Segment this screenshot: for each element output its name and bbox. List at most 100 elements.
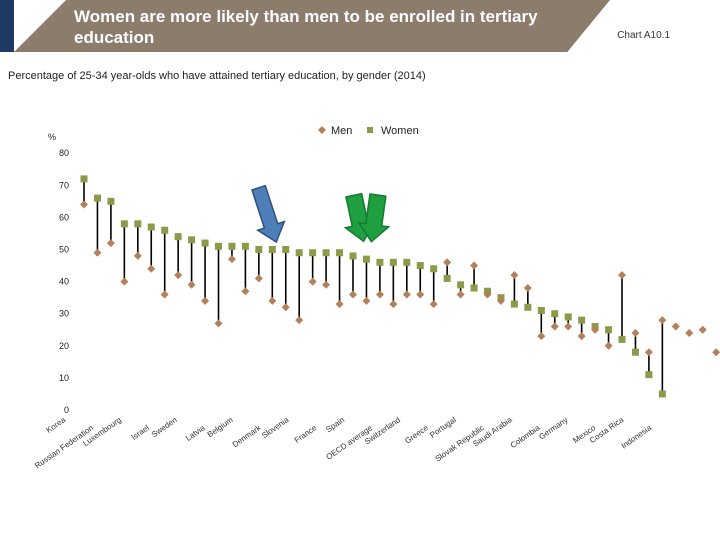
men-point — [241, 287, 250, 296]
women-point — [174, 233, 182, 241]
women-point — [551, 310, 559, 318]
men-point — [523, 284, 532, 293]
men-point — [591, 325, 600, 334]
men-point — [295, 316, 304, 325]
gap-lines — [83, 178, 664, 394]
x-tick-label: Germany — [537, 415, 569, 441]
women-point — [309, 249, 317, 257]
women-point — [605, 326, 613, 334]
men-point — [335, 300, 344, 309]
men-point — [456, 290, 465, 299]
men-point — [375, 290, 384, 299]
women-point — [457, 281, 465, 289]
x-tick-label: Latvia — [184, 423, 207, 443]
legend-men-label: Men — [331, 125, 352, 137]
chart: % Men Women 0 10 20 30 40 50 60 70 80 KoreaRussi… — [33, 125, 720, 470]
men-series — [80, 200, 720, 357]
y-axis: 0 10 20 30 40 50 60 70 80 — [59, 148, 69, 415]
women-point — [120, 220, 128, 228]
men-point — [349, 290, 357, 299]
x-tick-label: Spain — [324, 415, 346, 434]
women-point — [416, 262, 424, 270]
men-point — [187, 280, 196, 289]
men-point — [443, 258, 452, 267]
men-point — [322, 280, 331, 289]
women-point — [658, 390, 666, 398]
women-point — [578, 316, 586, 324]
women-point — [215, 242, 222, 250]
men-point — [685, 328, 694, 337]
y-tick-label: 10 — [59, 373, 69, 383]
y-tick-label: 30 — [59, 309, 69, 319]
y-tick-label: 40 — [59, 277, 69, 287]
men-point — [227, 255, 236, 264]
men-point — [147, 264, 156, 273]
women-point — [510, 300, 518, 308]
x-tick-label: France — [293, 423, 319, 445]
men-point — [604, 341, 613, 350]
legend-women-marker — [367, 127, 373, 133]
men-point — [483, 290, 492, 299]
men-point — [80, 200, 88, 209]
women-point — [322, 249, 330, 257]
y-tick-label: 50 — [59, 245, 69, 255]
women-point — [188, 236, 196, 244]
women-point — [524, 303, 532, 311]
men-point — [214, 319, 223, 328]
x-tick-label: Belgium — [206, 415, 235, 439]
women-point — [564, 313, 572, 321]
annotation-arrows — [251, 184, 391, 244]
men-point — [658, 316, 667, 325]
y-tick-label: 0 — [64, 405, 69, 415]
women-point — [430, 265, 438, 273]
men-point — [389, 300, 398, 309]
x-tick-label: Israel — [130, 423, 151, 442]
x-tick-label: Slovenia — [260, 415, 291, 440]
men-point — [160, 290, 169, 299]
women-point — [107, 197, 115, 205]
women-point — [147, 223, 155, 231]
women-point — [241, 242, 249, 250]
legend-men-marker — [318, 126, 326, 134]
women-point — [161, 226, 169, 234]
women-point — [80, 175, 88, 183]
women-point — [470, 284, 478, 292]
men-point — [93, 248, 102, 257]
men-point — [631, 328, 640, 337]
y-tick-label: 20 — [59, 341, 69, 351]
men-point — [308, 277, 317, 286]
legend: Men Women — [318, 125, 419, 137]
header-accent — [0, 0, 14, 52]
y-tick-label: 80 — [59, 148, 69, 158]
men-point — [429, 300, 438, 309]
women-point — [389, 258, 397, 266]
women-point — [362, 255, 370, 263]
y-tick-label: 70 — [59, 180, 69, 190]
x-tick-label: Denmark — [231, 423, 264, 450]
men-point — [281, 303, 290, 312]
x-tick-label: Colombia — [509, 423, 542, 450]
y-tick-label: 60 — [59, 212, 69, 222]
women-point — [255, 246, 263, 253]
men-point — [268, 296, 277, 305]
x-tick-label: Sweden — [150, 415, 179, 439]
women-point — [376, 258, 384, 266]
women-point — [443, 274, 451, 282]
page-title: Women are more likely than men to be enr… — [74, 7, 538, 47]
men-point — [550, 322, 559, 331]
y-axis-label: % — [48, 132, 56, 142]
women-point — [295, 249, 303, 257]
legend-women-label: Women — [381, 125, 419, 137]
chart-reference: Chart A10.1 — [617, 30, 670, 41]
women-point — [282, 246, 290, 253]
men-point — [644, 348, 653, 357]
men-point — [402, 290, 411, 299]
men-point — [120, 277, 129, 286]
men-point — [510, 271, 519, 280]
x-tick-label: Indonesia — [620, 423, 654, 451]
women-point — [201, 239, 209, 247]
x-tick-label: Korea — [44, 415, 67, 435]
women-point — [403, 258, 411, 266]
x-tick-label: Greece — [403, 423, 430, 446]
